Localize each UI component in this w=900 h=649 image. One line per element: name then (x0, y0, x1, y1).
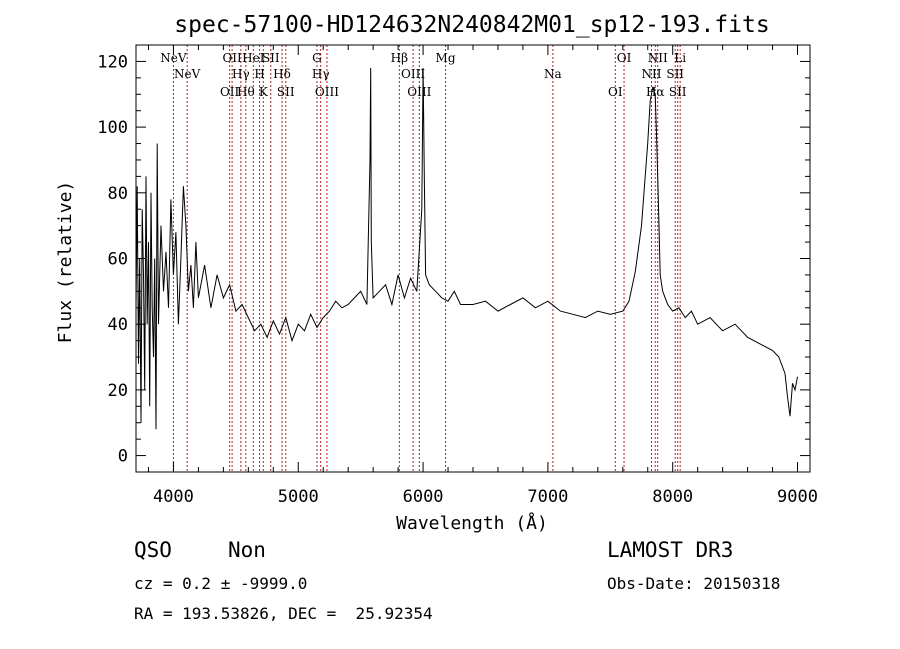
emission-line-label: SII (666, 67, 684, 81)
emission-line-label: OIII (315, 85, 339, 99)
y-tick-label: 40 (108, 315, 128, 335)
emission-line-label: Hβ (391, 51, 408, 65)
object-class: QSO (134, 538, 172, 562)
emission-line-label: OIII (407, 85, 431, 99)
emission-line-label: Li (674, 51, 686, 65)
y-tick-label: 0 (118, 447, 128, 467)
emission-line-label: K (259, 85, 269, 99)
object-subclass: Non (228, 538, 266, 562)
emission-line-label: G (312, 51, 322, 65)
emission-line-label: Hγ (232, 67, 250, 81)
emission-line-label: NeV (174, 67, 201, 81)
x-tick-label: 8000 (652, 487, 693, 507)
emission-line-label: NeV (160, 51, 187, 65)
emission-line-label: OI (617, 51, 632, 65)
emission-line-label: Hδ (273, 67, 291, 81)
survey-name: LAMOST DR3 (607, 538, 734, 562)
y-tick-label: 80 (108, 184, 128, 204)
emission-line-label: SII (262, 51, 280, 65)
x-tick-label: 4000 (153, 487, 194, 507)
emission-line-label: OII (220, 85, 240, 99)
redshift-readout: cz = 0.2 ± -9999.0 (134, 574, 308, 593)
emission-line-label: SII (669, 85, 687, 99)
x-tick-label: 7000 (527, 487, 568, 507)
emission-line-label: OI (608, 85, 623, 99)
x-tick-label: 5000 (278, 487, 319, 507)
emission-line-label: Hθ (237, 85, 255, 99)
emission-line-label: OIII (401, 67, 425, 81)
emission-line-label: H (254, 67, 264, 81)
chart-title: spec-57100-HD124632N240842M01_sp12-193.f… (174, 12, 769, 38)
emission-line-label: OII (222, 51, 242, 65)
emission-line-label: Mg (436, 51, 456, 65)
emission-line-label: Hγ (312, 67, 330, 81)
y-axis-label: Flux (relative) (55, 181, 76, 344)
observation-date: Obs-Date: 20150318 (607, 574, 781, 593)
coordinates-readout: RA = 193.53826, DEC = 25.92354 (134, 604, 433, 623)
y-tick-label: 120 (97, 52, 128, 72)
emission-line-markers (172, 45, 681, 472)
x-tick-label: 9000 (777, 487, 818, 507)
y-tick-label: 20 (108, 381, 128, 401)
emission-line-label: NII (648, 51, 668, 65)
x-axis-label: Wavelength (Å) (396, 512, 548, 534)
emission-line-label: SII (277, 85, 295, 99)
x-tick-label: 6000 (403, 487, 444, 507)
flux-series-line (135, 67, 798, 430)
plot-frame (135, 44, 811, 473)
y-tick-label: 60 (108, 250, 128, 270)
emission-line-label: HeI (242, 51, 265, 65)
emission-line-label: NII (641, 67, 661, 81)
emission-line-label: Hα (646, 85, 665, 99)
emission-line-labels: NeV NeV OII OII Hγ Hθ HeI HK SII Hδ SII G Hγ OIII Hβ OI… (160, 51, 687, 99)
emission-line-label: Na (544, 67, 562, 81)
axis-ticks: 4000 5000 6000 7000 8000 9000 0 20 40 60 80 100 120 (97, 45, 818, 507)
y-tick-label: 100 (97, 118, 128, 138)
